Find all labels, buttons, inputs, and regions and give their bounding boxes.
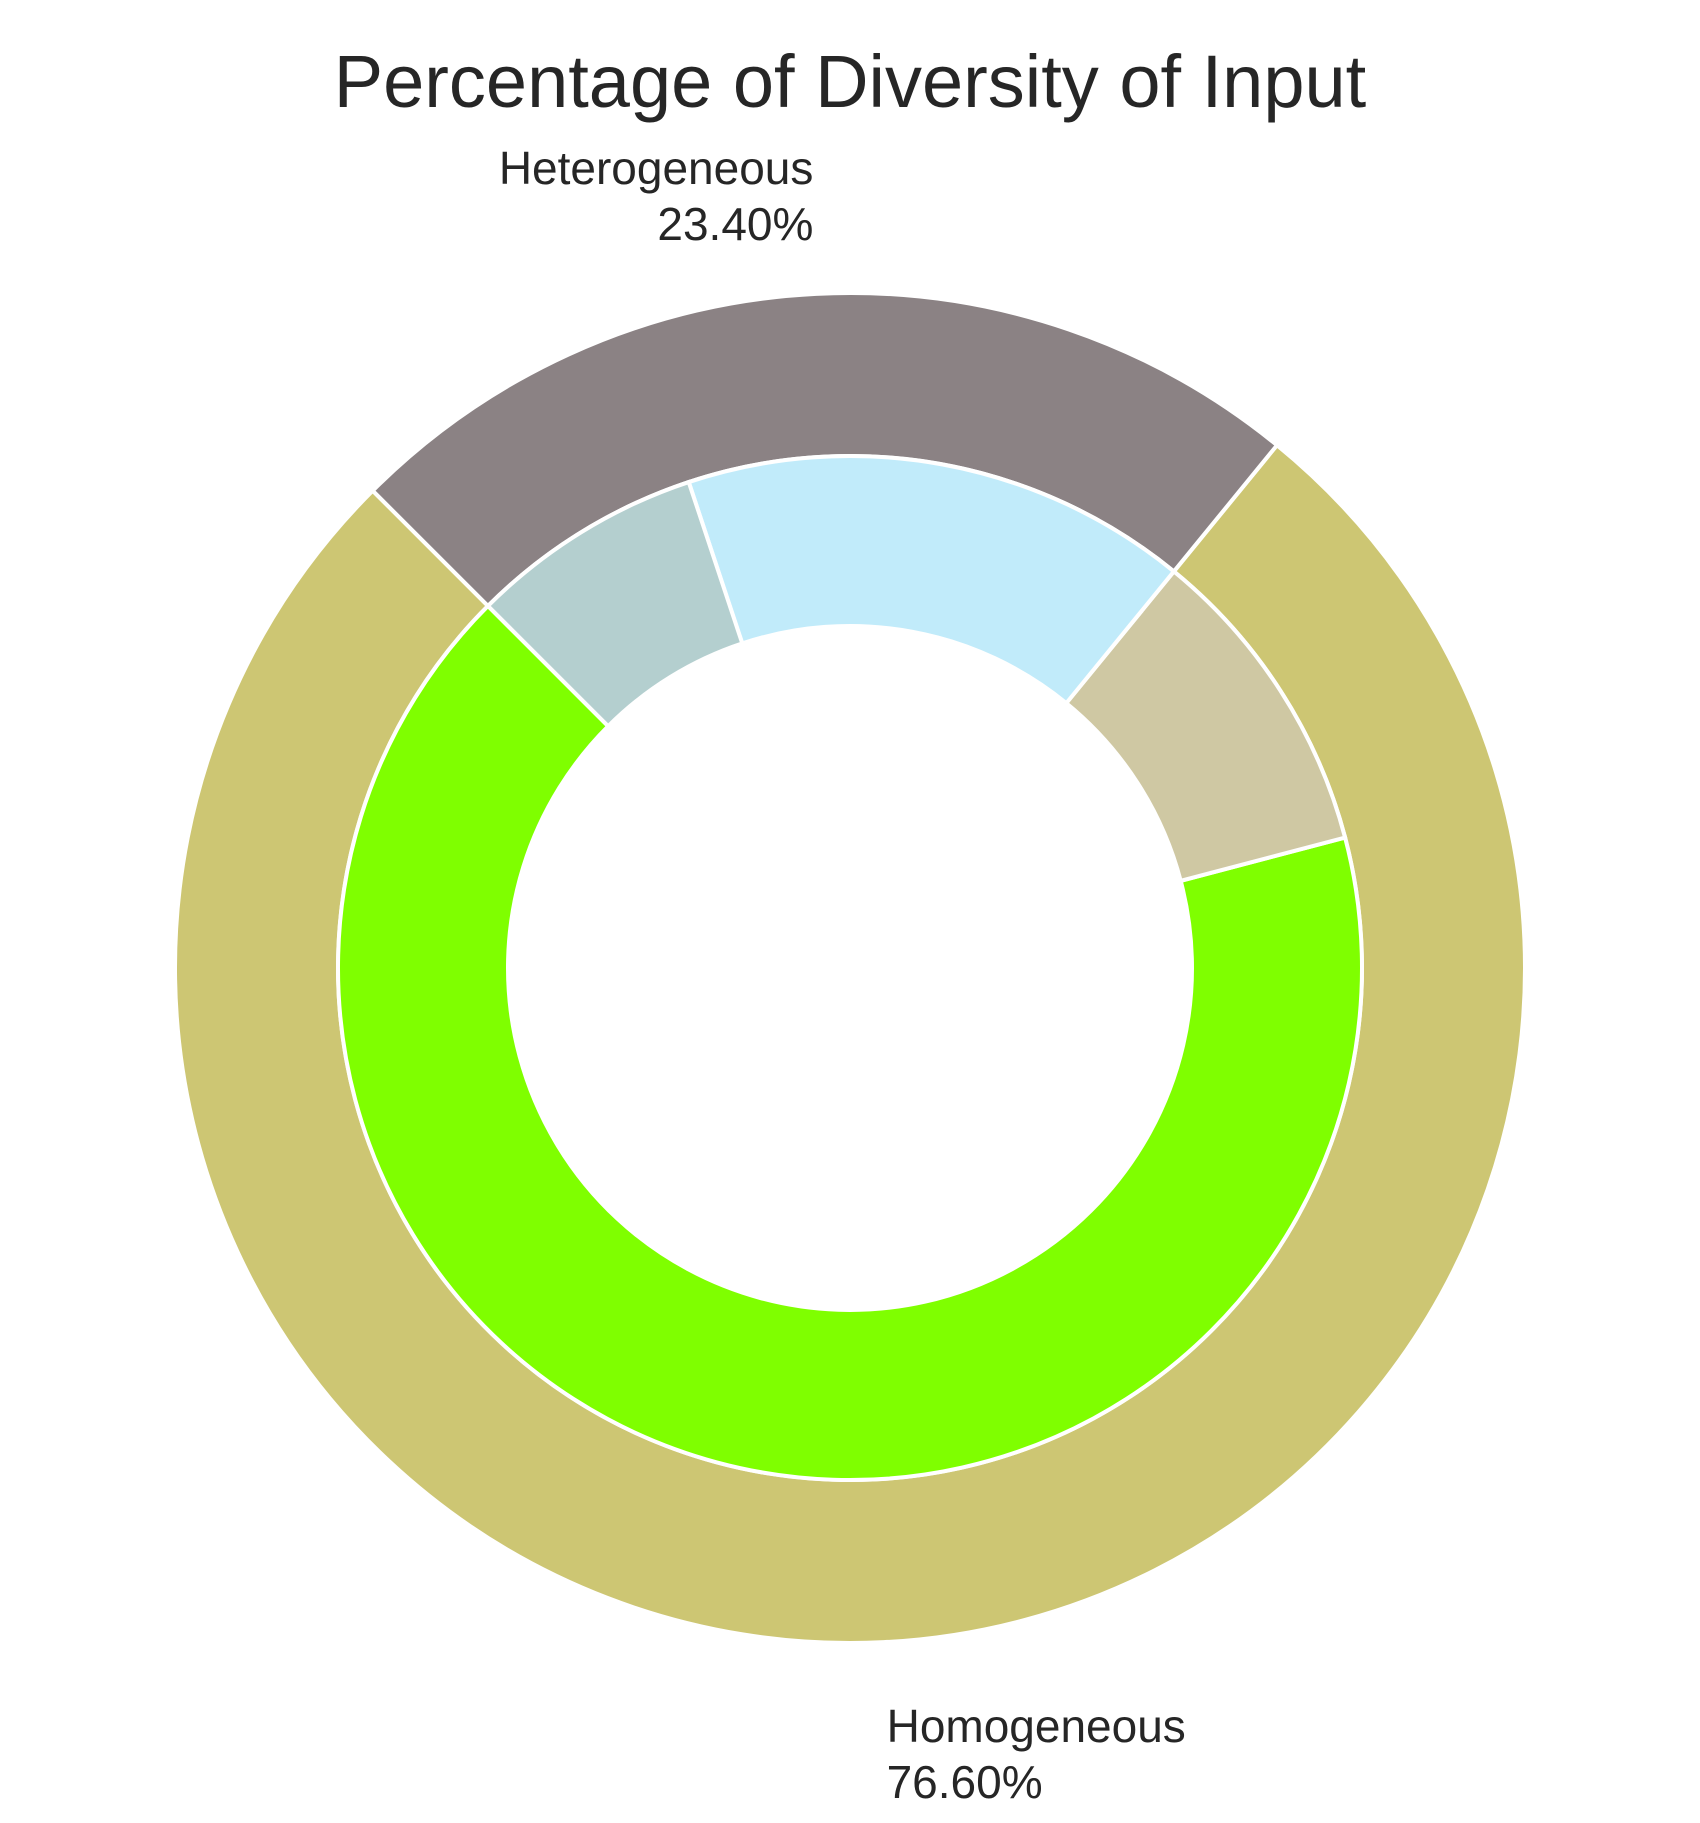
inner-ring — [336, 453, 1364, 1482]
inner-ring-wedge-0 — [336, 603, 1364, 1482]
value-label-heterogeneous: 23.40% — [657, 198, 813, 250]
value-label-homogeneous: 76.60% — [887, 1756, 1043, 1808]
inner-ring-wedge-2 — [686, 453, 1177, 706]
chart-title: Percentage of Diversity of Input — [334, 40, 1367, 123]
label-homogeneous: Homogeneous — [887, 1700, 1186, 1752]
inner-ring-wedge-3 — [485, 479, 745, 729]
label-heterogeneous: Heterogeneous — [499, 142, 814, 194]
